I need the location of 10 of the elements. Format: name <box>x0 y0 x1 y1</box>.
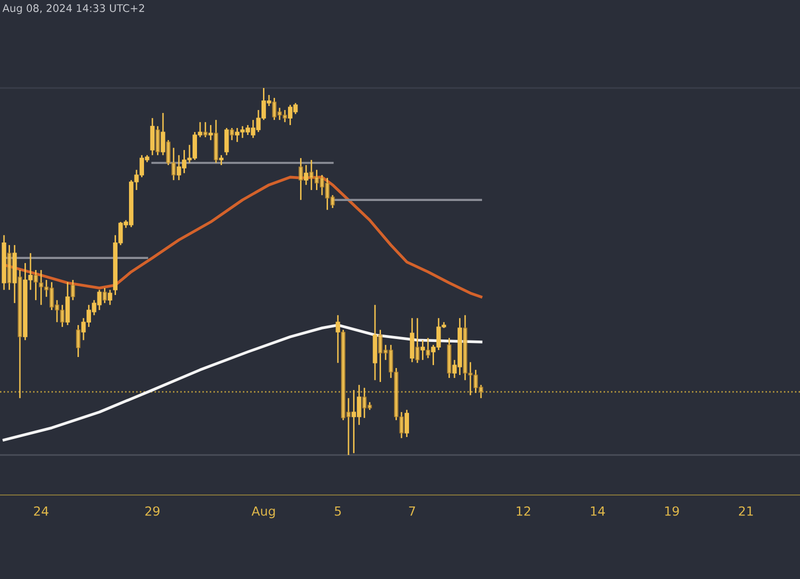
x-tick-label: 5 <box>334 506 341 516</box>
text: Aug 08, 2024 14:33 UTC+2 <box>2 4 144 14</box>
x-tick-label: 29 <box>145 506 160 516</box>
x-tick-label: Aug <box>252 506 275 518</box>
x-tick-label: 21 <box>738 506 753 516</box>
x-tick-label: 12 <box>516 506 530 516</box>
x-tick-label: 19 <box>665 506 679 516</box>
x-tick-label: 7 <box>409 506 416 516</box>
x-tick-label: 14 <box>591 506 605 516</box>
x-tick-label: 24 <box>34 506 48 516</box>
